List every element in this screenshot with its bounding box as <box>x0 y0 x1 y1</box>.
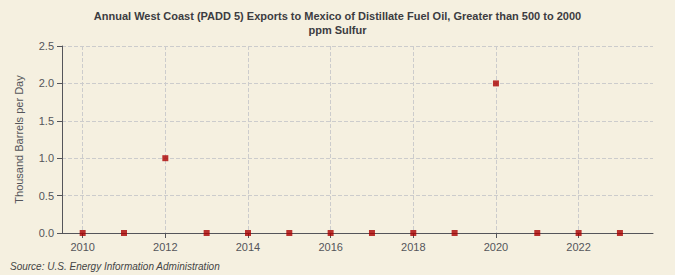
svg-text:2020: 2020 <box>484 241 508 253</box>
svg-text:Thousand Barrels per Day: Thousand Barrels per Day <box>13 75 25 204</box>
svg-text:2.0: 2.0 <box>39 77 54 89</box>
svg-text:2014: 2014 <box>236 241 260 253</box>
svg-text:2016: 2016 <box>318 241 342 253</box>
svg-text:1.5: 1.5 <box>39 115 54 127</box>
svg-text:2018: 2018 <box>401 241 425 253</box>
svg-text:2010: 2010 <box>70 241 94 253</box>
svg-text:1.0: 1.0 <box>39 152 54 164</box>
svg-text:0.0: 0.0 <box>39 227 54 239</box>
svg-text:2.5: 2.5 <box>39 40 54 52</box>
svg-text:Source: U.S. Energy Informatio: Source: U.S. Energy Information Administ… <box>10 261 220 272</box>
svg-text:2012: 2012 <box>153 241 177 253</box>
svg-text:0.5: 0.5 <box>39 190 54 202</box>
svg-text:Annual West Coast (PADD 5) Exp: Annual West Coast (PADD 5) Exports to Me… <box>94 10 581 22</box>
svg-text:ppm Sulfur: ppm Sulfur <box>308 24 367 36</box>
svg-text:2022: 2022 <box>566 241 590 253</box>
